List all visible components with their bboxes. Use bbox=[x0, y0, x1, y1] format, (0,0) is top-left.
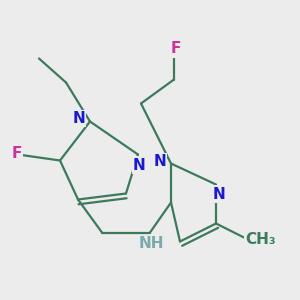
Text: N: N bbox=[133, 158, 146, 172]
Text: F: F bbox=[11, 146, 22, 160]
Text: CH₃: CH₃ bbox=[246, 232, 276, 247]
Text: N: N bbox=[72, 111, 85, 126]
Text: N: N bbox=[153, 154, 166, 169]
Text: N: N bbox=[213, 187, 225, 202]
Text: NH: NH bbox=[139, 236, 164, 251]
Text: F: F bbox=[170, 41, 181, 56]
